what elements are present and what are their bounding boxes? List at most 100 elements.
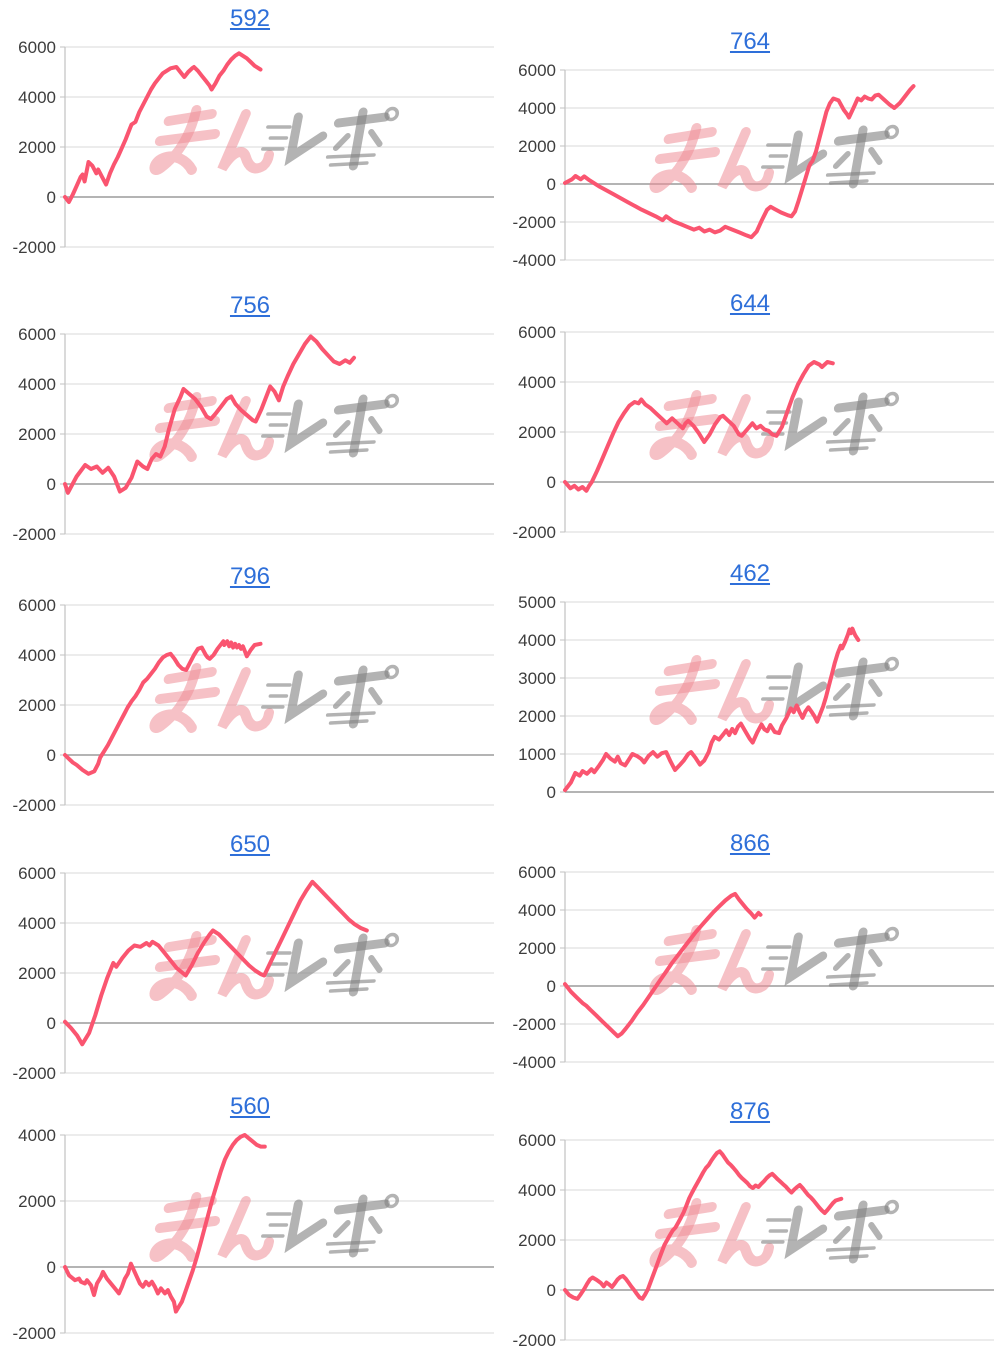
line-chart: 6000 4000 2000 0 -2000 -4000 — [500, 860, 1000, 1074]
y-tick-label: 2000 — [518, 137, 556, 156]
line-chart: 4000 2000 0 -2000 — [0, 1123, 500, 1345]
y-tick-label: 2000 — [18, 1192, 56, 1211]
y-tick-label: 0 — [47, 746, 56, 765]
chart-cell: 644 6000 4000 2000 0 -2000 — [500, 280, 1000, 555]
chart-title-link[interactable]: 796 — [229, 563, 271, 590]
line-chart-svg: 6000 4000 2000 0 -2000 — [13, 325, 494, 544]
line-chart: 6000 4000 2000 0 -2000 — [0, 593, 500, 817]
y-tick-label: 4000 — [18, 375, 56, 394]
profit-line — [563, 1149, 844, 1301]
line-chart-svg: 6000 4000 2000 0 -2000 — [513, 323, 994, 542]
y-tick-label: 6000 — [18, 325, 56, 344]
watermark-minrepo-logo — [649, 655, 900, 725]
y-tick-label: 6000 — [18, 864, 56, 883]
y-tick-label: -2000 — [513, 1015, 556, 1034]
y-tick-label: 0 — [47, 475, 56, 494]
y-tick-label: 4000 — [518, 901, 556, 920]
chart-cell: 756 6000 4000 2000 0 -2000 — [0, 280, 500, 555]
y-tick-label: 4000 — [518, 1181, 556, 1200]
y-tick-label: 6000 — [518, 1131, 556, 1150]
line-chart-svg: 6000 4000 2000 0 -2000 — [13, 864, 494, 1083]
chart-cell: 764 6000 4000 2000 0 -2000 -4000 — [500, 0, 1000, 280]
chart-title-link[interactable]: 462 — [729, 560, 771, 587]
y-tick-label: 2000 — [518, 1231, 556, 1250]
y-tick-label: -2000 — [13, 1064, 56, 1083]
y-tick-label: 4000 — [518, 373, 556, 392]
y-tick-label: 0 — [547, 1281, 556, 1300]
chart-title-link[interactable]: 560 — [229, 1093, 271, 1120]
y-tick-label: 3000 — [518, 669, 556, 688]
chart-title-row: 764 — [500, 29, 1000, 55]
profit-line — [563, 84, 916, 240]
y-tick-label: 2000 — [18, 696, 56, 715]
y-tick-label: 0 — [47, 188, 56, 207]
line-chart-svg: 6000 4000 2000 0 -2000 — [513, 1131, 994, 1350]
y-tick-label: -2000 — [13, 1324, 56, 1343]
profit-line — [63, 1133, 267, 1314]
y-tick-label: 2000 — [518, 707, 556, 726]
line-chart: 6000 4000 2000 0 -2000 — [0, 322, 500, 546]
y-tick-label: -2000 — [513, 523, 556, 542]
watermark-minrepo-logo — [649, 123, 900, 193]
chart-title-row: 866 — [500, 831, 1000, 857]
y-tick-label: 2000 — [18, 964, 56, 983]
y-tick-label: 6000 — [18, 596, 56, 615]
chart-cell: 462 5000 4000 3000 2000 1000 0 — [500, 555, 1000, 825]
line-chart-svg: 5000 4000 3000 2000 1000 0 — [518, 593, 994, 802]
y-tick-label: 6000 — [518, 61, 556, 80]
y-tick-label: 4000 — [18, 1126, 56, 1145]
y-tick-label: -2000 — [513, 213, 556, 232]
watermark-minrepo-logo — [149, 663, 400, 733]
y-tick-label: 0 — [47, 1014, 56, 1033]
y-tick-label: 0 — [547, 977, 556, 996]
chart-cell: 560 4000 2000 0 -2000 — [0, 1090, 500, 1357]
chart-title-row: 876 — [500, 1099, 1000, 1125]
y-tick-label: -4000 — [513, 1053, 556, 1072]
line-chart-svg: 6000 4000 2000 0 -2000 -4000 — [513, 61, 994, 270]
chart-title-row: 462 — [500, 561, 1000, 587]
chart-title-link[interactable]: 756 — [229, 292, 271, 319]
line-chart-svg: 6000 4000 2000 0 -2000 -4000 — [513, 863, 994, 1072]
line-chart: 6000 4000 2000 0 -2000 — [0, 35, 500, 259]
line-chart-svg: 4000 2000 0 -2000 — [13, 1126, 494, 1343]
line-chart: 5000 4000 3000 2000 1000 0 — [500, 590, 1000, 804]
chart-title-link[interactable]: 866 — [729, 830, 771, 857]
chart-title-link[interactable]: 876 — [729, 1098, 771, 1125]
y-tick-label: 2000 — [18, 138, 56, 157]
y-tick-label: 6000 — [518, 863, 556, 882]
y-tick-label: 6000 — [518, 323, 556, 342]
y-tick-label: -2000 — [13, 238, 56, 257]
chart-cell: 592 6000 4000 2000 0 -2000 — [0, 0, 500, 280]
chart-title-link[interactable]: 592 — [229, 5, 271, 32]
watermark-minrepo-logo — [649, 1198, 900, 1268]
chart-title-row: 644 — [500, 291, 1000, 317]
y-tick-label: 0 — [547, 473, 556, 492]
profit-line — [63, 51, 263, 204]
chart-title-row: 560 — [0, 1094, 500, 1120]
y-tick-label: 6000 — [18, 38, 56, 57]
chart-cell: 796 6000 4000 2000 0 -2000 — [0, 555, 500, 825]
y-tick-label: 4000 — [18, 646, 56, 665]
y-tick-label: -2000 — [13, 525, 56, 544]
y-tick-label: 1000 — [518, 745, 556, 764]
watermark-minrepo-logo — [149, 392, 400, 462]
y-tick-label: 4000 — [18, 914, 56, 933]
y-tick-label: 2000 — [518, 423, 556, 442]
chart-title-row: 756 — [0, 293, 500, 319]
profit-line — [63, 334, 356, 495]
line-chart: 6000 4000 2000 0 -2000 — [500, 1128, 1000, 1352]
watermark-minrepo-logo — [149, 1192, 400, 1262]
y-tick-label: 4000 — [518, 99, 556, 118]
chart-title-link[interactable]: 650 — [229, 831, 271, 858]
chart-title-link[interactable]: 764 — [729, 28, 771, 55]
chart-title-link[interactable]: 644 — [729, 290, 771, 317]
profit-line — [563, 360, 835, 493]
y-tick-label: 4000 — [18, 88, 56, 107]
y-tick-label: 2000 — [18, 425, 56, 444]
chart-cell: 650 6000 4000 2000 0 -2000 — [0, 825, 500, 1090]
chart-title-row: 796 — [0, 564, 500, 590]
y-tick-label: 0 — [547, 783, 556, 802]
y-tick-label: -2000 — [13, 796, 56, 815]
profit-line — [63, 879, 369, 1047]
